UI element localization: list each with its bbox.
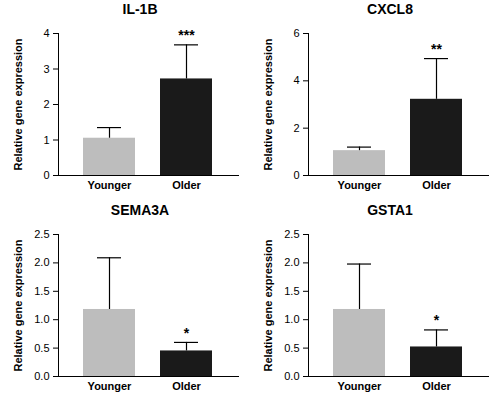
svg-text:2.0: 2.0 — [284, 256, 299, 268]
svg-text:Relative gene expression: Relative gene expression — [12, 239, 24, 371]
svg-text:Younger: Younger — [88, 179, 133, 191]
svg-text:1.5: 1.5 — [34, 285, 49, 297]
svg-text:0.0: 0.0 — [34, 370, 49, 382]
svg-text:Relative gene expression: Relative gene expression — [262, 38, 274, 170]
svg-text:3: 3 — [43, 63, 49, 75]
html-text:IL-1B: IL-1B — [122, 1, 158, 17]
html-text:GSTA1: GSTA1 — [367, 202, 413, 218]
svg-text:0: 0 — [293, 169, 299, 181]
svg-text:**: ** — [431, 41, 442, 57]
svg-text:Older: Older — [422, 179, 451, 191]
svg-text:0.5: 0.5 — [34, 342, 49, 354]
svg-text:Older: Older — [172, 179, 201, 191]
svg-text:2.5: 2.5 — [284, 228, 299, 240]
svg-text:2: 2 — [43, 98, 49, 110]
svg-text:6: 6 — [293, 27, 299, 39]
svg-text:0.0: 0.0 — [284, 370, 299, 382]
svg-text:Younger: Younger — [338, 179, 383, 191]
html-text:CXCL8: CXCL8 — [367, 1, 413, 17]
svg-text:2: 2 — [293, 122, 299, 134]
svg-text:***: *** — [178, 27, 195, 43]
svg-text:*: * — [434, 312, 440, 328]
svg-text:Relative gene expression: Relative gene expression — [12, 38, 24, 170]
svg-text:1.5: 1.5 — [284, 285, 299, 297]
svg-text:4: 4 — [43, 27, 49, 39]
svg-text:2.0: 2.0 — [34, 256, 49, 268]
svg-text:0.5: 0.5 — [284, 342, 299, 354]
svg-text:2.5: 2.5 — [34, 228, 49, 240]
svg-text:Younger: Younger — [338, 380, 383, 392]
html-text:SEMA3A: SEMA3A — [110, 202, 170, 218]
svg-text:Older: Older — [422, 380, 451, 392]
svg-text:1.0: 1.0 — [34, 313, 49, 325]
svg-text:Older: Older — [172, 380, 201, 392]
svg-text:Relative gene expression: Relative gene expression — [262, 239, 274, 371]
svg-text:1.0: 1.0 — [284, 313, 299, 325]
svg-text:1: 1 — [43, 134, 49, 146]
svg-text:Younger: Younger — [88, 380, 133, 392]
svg-text:4: 4 — [293, 74, 299, 86]
svg-text:0: 0 — [43, 169, 49, 181]
svg-text:*: * — [184, 325, 190, 341]
